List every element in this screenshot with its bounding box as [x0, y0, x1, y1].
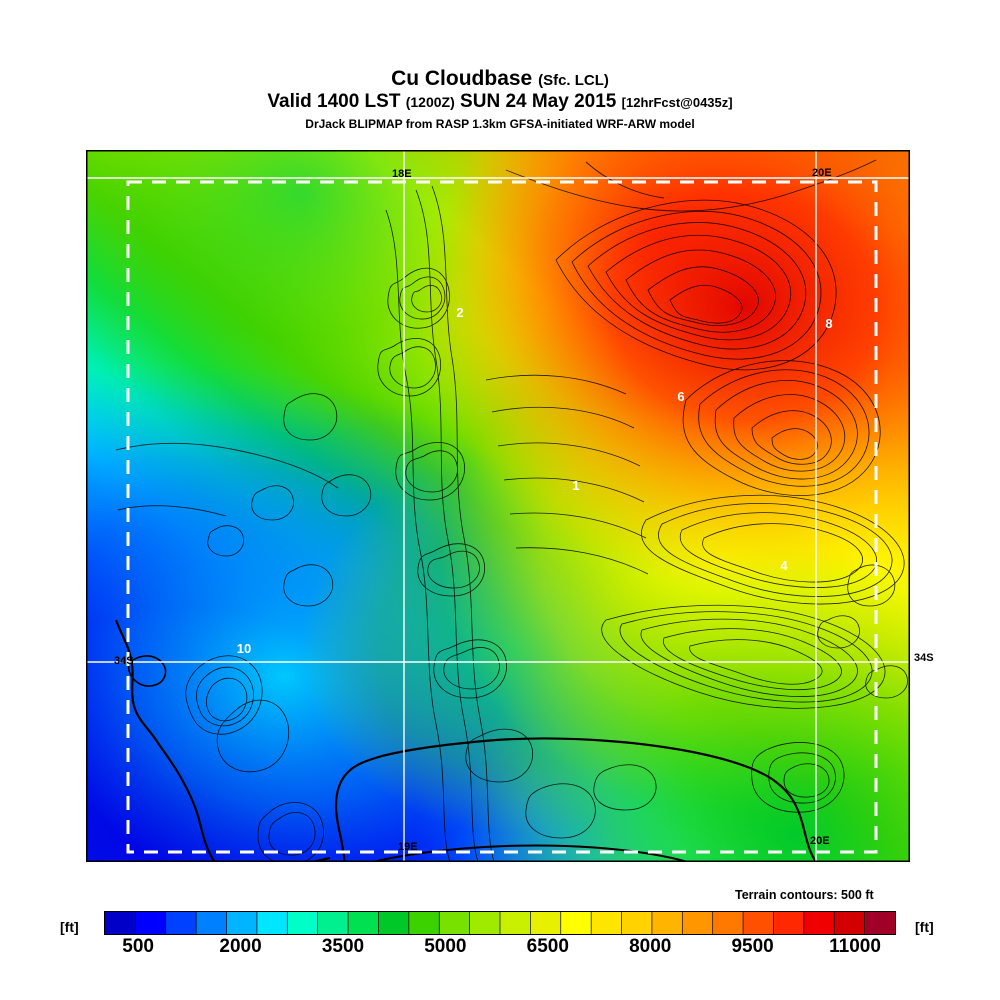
colorbar-band [712, 912, 744, 934]
graticule [86, 150, 910, 862]
valid-time: Valid 1400 LST [267, 91, 401, 112]
lon-label-bottom-right: 20E [810, 835, 830, 847]
colorbar-tick-label: 3500 [321, 936, 365, 957]
lon-label-top-left: 18E [392, 168, 412, 180]
waypoint-label: 4 [780, 558, 788, 573]
colorbar-tick-labels: 500 2000 3500 5000 6500 8000 9500 11000 [104, 936, 896, 960]
colorbar-band [226, 912, 258, 934]
colorbar-band [408, 912, 440, 934]
colorbar-unit-left: [ft] [60, 919, 79, 935]
colorbar-band [500, 912, 531, 934]
forecast-map: 2 8 6 1 4 10 [86, 150, 910, 862]
colorbar-tick-label: 8000 [629, 936, 672, 957]
colorbar-band [439, 912, 471, 934]
valid-date: SUN 24 May 2015 [460, 91, 617, 112]
colorbar-band [803, 912, 835, 934]
valid-zulu: (1200Z) [405, 94, 455, 110]
colorbar-tick-label: 6500 [526, 936, 569, 957]
colorbar-unit-right: [ft] [915, 919, 934, 935]
colorbar-band [682, 912, 714, 934]
colorbar-tick-label: 5000 [424, 936, 467, 957]
colorbar: [ft] [ft] [0, 905, 1000, 960]
chart-title-suffix: (Sfc. LCL) [538, 72, 609, 89]
colorbar-tick-label: 2000 [219, 936, 262, 957]
map-canvas: 2 8 6 1 4 10 [86, 150, 910, 862]
lon-label-bottom-left: 19E [398, 841, 418, 853]
colorbar-band [378, 912, 410, 934]
lon-label-top-right: 20E [812, 167, 832, 179]
lat-label-right: 34S [914, 652, 934, 664]
colorbar-band [591, 912, 622, 934]
colorbar-band [834, 912, 866, 934]
waypoint-label: 1 [572, 478, 579, 493]
colorbar-tick-label: 11000 [829, 936, 881, 957]
northeast-hot-maximum [86, 150, 910, 862]
colorbar-band [530, 912, 562, 934]
waypoint-label: 10 [237, 641, 251, 656]
colorbar-band [165, 912, 197, 934]
colorbar-tick-label: 9500 [731, 936, 774, 957]
colorbar-band [743, 912, 774, 934]
colorbar-band [864, 912, 896, 934]
waypoint-label: 6 [677, 389, 684, 404]
colorbar-band [317, 912, 349, 934]
waypoint-label: 8 [825, 316, 832, 331]
colorbar-band [105, 912, 136, 934]
colorbar-bands [105, 912, 896, 934]
colorbar-band [135, 912, 167, 934]
terrain-contour-note: Terrain contours: 500 ft [735, 888, 874, 902]
lat-label-left: 34S [114, 655, 134, 667]
waypoint-label: 2 [456, 305, 463, 320]
terrain-contour-lines [185, 185, 908, 862]
chart-source: DrJack BLIPMAP from RASP 1.3km GFSA-init… [305, 116, 695, 131]
colorbar-band [469, 912, 501, 934]
colorbar-strip [104, 911, 896, 935]
colorbar-band [287, 912, 319, 934]
map-frame [86, 150, 910, 862]
chart-title: Cu Cloudbase (Sfc. LCL) [0, 68, 1000, 89]
colorbar-band [651, 912, 683, 934]
colorbar-band [256, 912, 288, 934]
forecast-tag: [12hrFcst@0435z] [621, 95, 733, 110]
colorbar-tick-label: 500 [122, 936, 154, 957]
chart-title-main: Cu Cloudbase [391, 67, 533, 90]
colorbar-band [621, 912, 653, 934]
colorbar-band [196, 912, 227, 934]
title-block: Cu Cloudbase (Sfc. LCL) Valid 1400 LST (… [0, 0, 1000, 133]
colorbar-band [773, 912, 805, 934]
waypoint-layer: 2 8 6 1 4 10 [237, 305, 833, 656]
domain-boundary-box [126, 180, 878, 854]
colorbar-band [560, 912, 592, 934]
colorbar-band [348, 912, 379, 934]
chart-valid-line: Valid 1400 LST (1200Z) SUN 24 May 2015 [… [0, 89, 1000, 115]
